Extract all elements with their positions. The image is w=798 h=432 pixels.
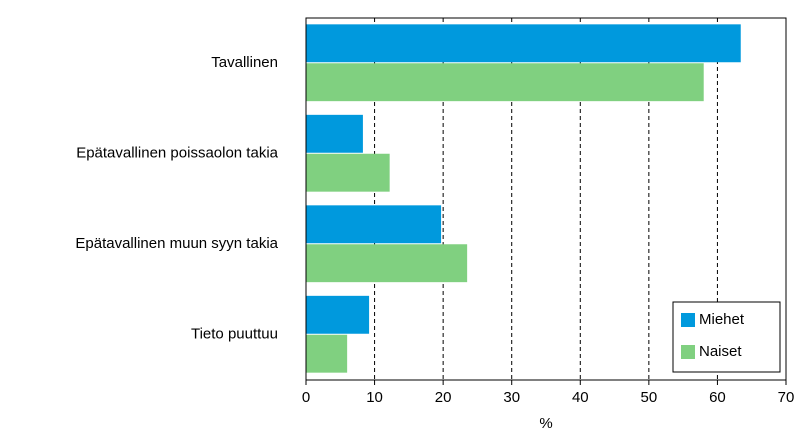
- y-tick-label: Epätavallinen muun syyn takia: [75, 235, 278, 252]
- bar: [306, 153, 390, 192]
- plot-frame: [305, 17, 787, 381]
- bar: [306, 114, 363, 153]
- legend-swatch: [681, 313, 695, 327]
- bar: [306, 24, 741, 63]
- x-tick-label: 40: [572, 389, 589, 406]
- x-tick-label: 30: [503, 389, 520, 406]
- x-tick-label: 70: [778, 389, 795, 406]
- bar: [306, 244, 468, 283]
- legend-label: Naiset: [699, 343, 742, 360]
- y-tick-label: Tieto puuttuu: [191, 326, 278, 343]
- bar: [306, 63, 704, 102]
- legend-swatch: [681, 345, 695, 359]
- x-tick-label: 0: [302, 389, 310, 406]
- bar: [306, 295, 370, 334]
- x-tick-label: 50: [641, 389, 658, 406]
- x-axis-label: %: [539, 415, 552, 432]
- y-tick-label: Epätavallinen poissaolon takia: [76, 145, 278, 162]
- y-tick-label: Tavallinen: [211, 54, 278, 71]
- x-tick-label: 10: [366, 389, 383, 406]
- bar: [306, 334, 348, 373]
- x-tick-label: 60: [709, 389, 726, 406]
- bar: [306, 205, 442, 244]
- x-tick-label: 20: [435, 389, 452, 406]
- legend-label: Miehet: [699, 311, 745, 328]
